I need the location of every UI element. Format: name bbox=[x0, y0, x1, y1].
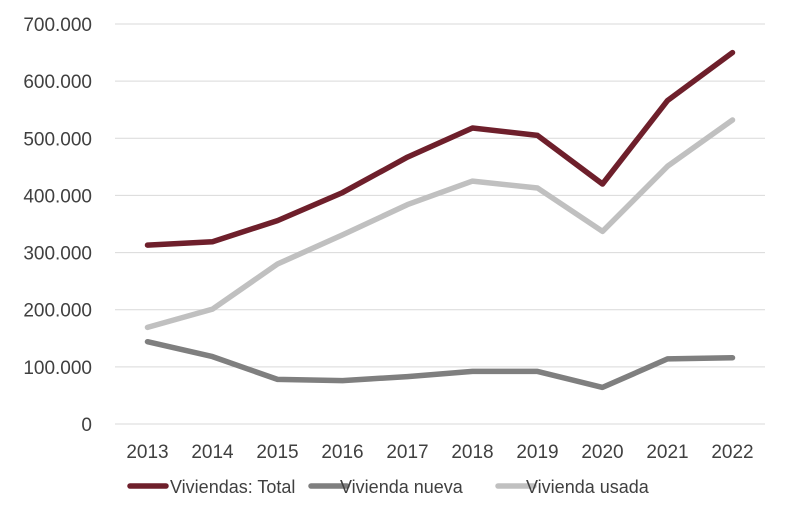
legend-item-0: Viviendas: Total bbox=[127, 477, 295, 497]
series-lines bbox=[144, 49, 736, 391]
y-tick-label: 100.000 bbox=[23, 358, 92, 379]
y-tick-label: 0 bbox=[81, 415, 92, 436]
y-tick-label: 200.000 bbox=[23, 301, 92, 322]
x-tick-label: 2021 bbox=[646, 442, 688, 463]
legend-label: Vivienda usada bbox=[526, 477, 650, 497]
series-line-1 bbox=[144, 338, 736, 391]
gridlines bbox=[115, 23, 765, 425]
legend-label: Viviendas: Total bbox=[170, 477, 295, 497]
x-tick-label: 2019 bbox=[516, 442, 558, 463]
y-tick-label: 700.000 bbox=[23, 15, 92, 36]
y-axis-tick-labels: 0 100.000 200.000 300.000 400.000 500.000 600.… bbox=[23, 15, 92, 436]
x-tick-label: 2013 bbox=[126, 442, 168, 463]
x-tick-label: 2020 bbox=[581, 442, 623, 463]
y-tick-label: 400.000 bbox=[23, 186, 92, 207]
x-tick-label: 2015 bbox=[256, 442, 298, 463]
x-tick-label: 2017 bbox=[386, 442, 428, 463]
legend: Viviendas: Total Vivienda nueva Vivienda u… bbox=[127, 477, 650, 497]
y-tick-label: 300.000 bbox=[23, 244, 92, 265]
x-tick-label: 2014 bbox=[191, 442, 234, 463]
y-tick-label: 500.000 bbox=[23, 129, 92, 150]
x-tick-label: 2022 bbox=[711, 442, 753, 463]
legend-item-2: Vivienda usada bbox=[495, 477, 650, 497]
y-tick-label: 600.000 bbox=[23, 72, 92, 93]
legend-item-1: Vivienda nueva bbox=[308, 477, 464, 497]
x-tick-label: 2018 bbox=[451, 442, 493, 463]
series-line-0 bbox=[144, 49, 736, 248]
legend-label: Vivienda nueva bbox=[340, 477, 464, 497]
series-line-2 bbox=[144, 117, 736, 331]
x-axis-tick-labels: 2013 2014 2015 2016 2017 2018 2019 2020 2021 2022 bbox=[126, 442, 753, 463]
x-tick-label: 2016 bbox=[321, 442, 363, 463]
